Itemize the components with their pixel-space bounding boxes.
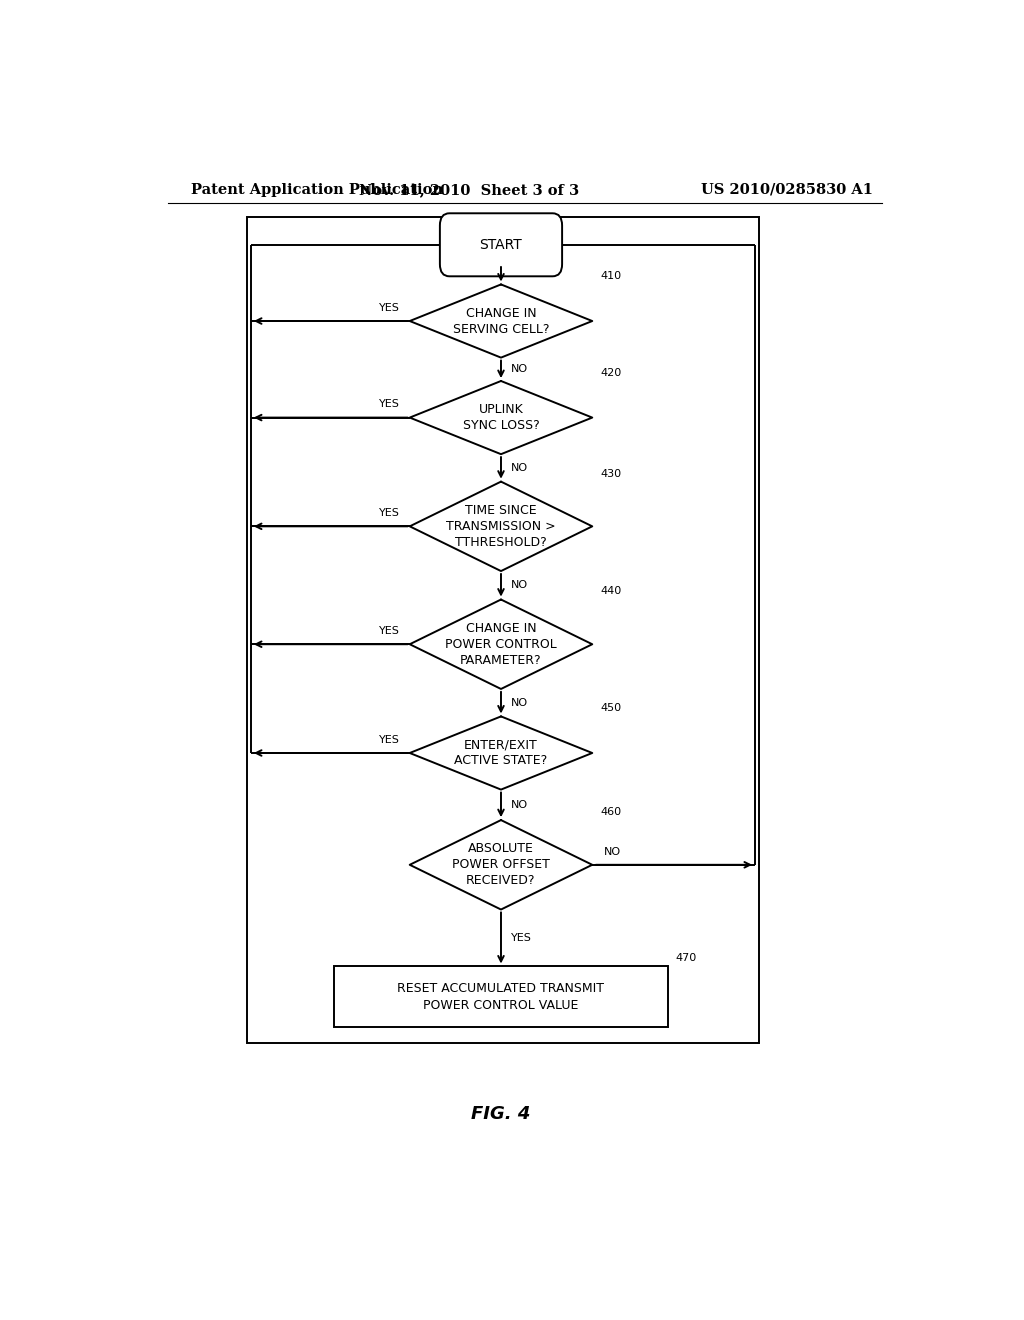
Text: US 2010/0285830 A1: US 2010/0285830 A1 [700, 183, 872, 197]
Text: NO: NO [604, 846, 622, 857]
Text: RESET ACCUMULATED TRANSMIT
POWER CONTROL VALUE: RESET ACCUMULATED TRANSMIT POWER CONTROL… [397, 982, 604, 1012]
Bar [247, 218, 759, 1043]
Text: NO: NO [511, 698, 527, 708]
Bar [334, 966, 668, 1027]
Text: 440: 440 [600, 586, 622, 597]
Text: UPLINK
SYNC LOSS?: UPLINK SYNC LOSS? [463, 403, 540, 432]
Text: 430: 430 [600, 469, 622, 479]
Text: ABSOLUTE
POWER OFFSET
RECEIVED?: ABSOLUTE POWER OFFSET RECEIVED? [452, 842, 550, 887]
Text: CHANGE IN
POWER CONTROL
PARAMETER?: CHANGE IN POWER CONTROL PARAMETER? [445, 622, 557, 667]
Text: YES: YES [379, 302, 400, 313]
Text: START: START [479, 238, 522, 252]
Text: 420: 420 [600, 368, 622, 378]
Text: 470: 470 [676, 953, 697, 964]
Text: CHANGE IN
SERVING CELL?: CHANGE IN SERVING CELL? [453, 306, 549, 335]
Text: 450: 450 [600, 704, 622, 713]
FancyBboxPatch shape [440, 214, 562, 276]
Text: NO: NO [511, 800, 527, 810]
Text: 410: 410 [600, 272, 622, 281]
Text: Nov. 11, 2010  Sheet 3 of 3: Nov. 11, 2010 Sheet 3 of 3 [359, 183, 580, 197]
Text: FIG. 4: FIG. 4 [471, 1105, 530, 1123]
Text: TIME SINCE
TRANSMISSION >
TTHRESHOLD?: TIME SINCE TRANSMISSION > TTHRESHOLD? [446, 504, 556, 549]
Text: NO: NO [511, 463, 527, 473]
Text: Patent Application Publication: Patent Application Publication [191, 183, 443, 197]
Text: YES: YES [379, 508, 400, 519]
Text: ENTER/EXIT
ACTIVE STATE?: ENTER/EXIT ACTIVE STATE? [455, 738, 548, 767]
Text: 460: 460 [600, 807, 622, 817]
Text: YES: YES [511, 933, 531, 942]
Text: NO: NO [511, 364, 527, 375]
Text: YES: YES [379, 626, 400, 636]
Text: YES: YES [379, 400, 400, 409]
Text: YES: YES [379, 735, 400, 744]
Text: NO: NO [511, 581, 527, 590]
